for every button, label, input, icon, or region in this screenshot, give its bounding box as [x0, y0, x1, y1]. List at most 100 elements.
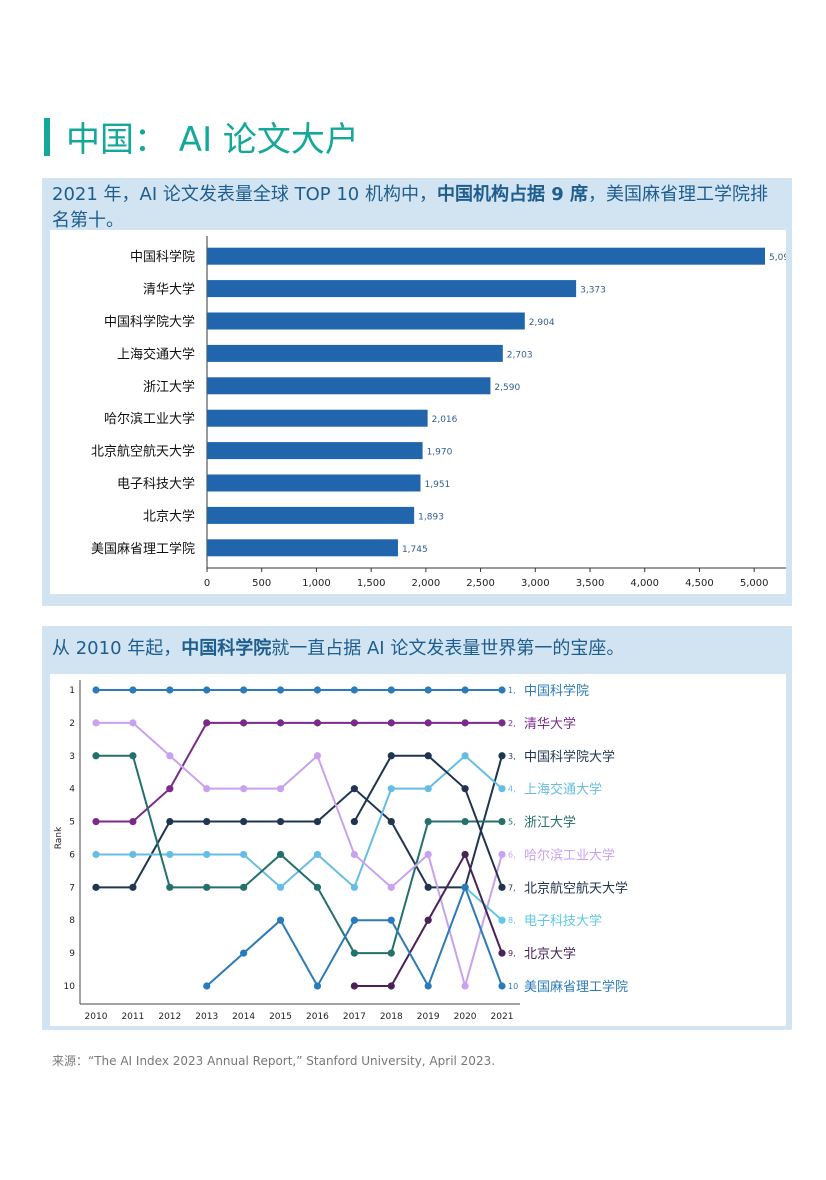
rank-point	[387, 949, 395, 957]
rank-point	[498, 850, 506, 859]
bar-x-tick-label: 3,000	[521, 578, 550, 589]
rank-point	[129, 850, 137, 859]
rank-point	[498, 785, 506, 793]
rank-chart-caption: 从 2010 年起，中国科学院就一直占据 AI 论文发表量世界第一的宝座。	[52, 636, 780, 662]
rank-point	[240, 686, 248, 694]
rank-point	[461, 883, 469, 891]
rank-series: 1, 中国科学院	[92, 683, 589, 699]
caption2-text: 从 2010 年起，	[52, 638, 182, 659]
bar	[207, 409, 428, 427]
bar-chart-panel: 2021 年，AI 论文发表量全球 TOP 10 机构中，中国机构占据 9 席，…	[42, 178, 792, 606]
rank-series: 5, 浙江大学	[92, 752, 576, 957]
title-accent-bar	[44, 118, 50, 156]
rank-point	[461, 719, 469, 727]
rank-chart: Rank 1 2 3 4 5 6 7 8 9 10 2010 2011 2012 2013 2014 2015 2…	[54, 680, 628, 1022]
page-title: 中国： AI 论文大户	[66, 120, 359, 160]
rank-point	[461, 850, 469, 859]
bar-value-label: 2,703	[507, 350, 533, 360]
rank-x-tick-label: 2011	[121, 1012, 144, 1022]
rank-point	[313, 686, 322, 694]
rank-point	[387, 785, 395, 793]
rank-point	[166, 817, 174, 826]
bar-category-label: 北京大学	[143, 508, 195, 524]
rank-point	[498, 752, 506, 760]
rank-point	[424, 752, 432, 760]
rank-end-number: 2,	[508, 719, 516, 728]
rank-point	[461, 785, 469, 793]
rank-series-line	[96, 755, 503, 889]
rank-point	[240, 883, 248, 891]
rank-x-tick-label: 2017	[343, 1012, 366, 1022]
rank-y-axis-title: Rank	[54, 826, 64, 849]
rank-point	[92, 752, 100, 760]
rank-point	[313, 719, 322, 727]
rank-y-tick-label: 2	[69, 719, 75, 729]
rank-point	[350, 817, 358, 826]
rank-point	[240, 719, 248, 727]
rank-x-tick-label: 2016	[306, 1012, 329, 1022]
rank-series-line	[96, 721, 503, 990]
rank-point	[166, 850, 174, 859]
rank-x-tick-label: 2015	[269, 1012, 292, 1022]
bar-category-label: 清华大学	[143, 282, 195, 298]
rank-end-number: 6,	[508, 850, 516, 859]
rank-point	[498, 916, 506, 924]
rank-point	[350, 982, 358, 990]
rank-point	[129, 752, 137, 760]
rank-point	[424, 686, 432, 694]
rank-series-label: 美国麻省理工学院	[524, 979, 628, 995]
rank-point	[498, 982, 506, 990]
bar-x-tick-label: 1,000	[302, 578, 331, 589]
bar-x-tick-label: 4,500	[685, 578, 714, 589]
rank-point	[424, 785, 432, 793]
rank-point	[498, 686, 506, 694]
rank-point	[424, 719, 432, 727]
bar-x-tick-label: 500	[252, 578, 271, 589]
rank-x-tick-label: 2012	[158, 1012, 181, 1022]
rank-point	[350, 785, 358, 793]
rank-point	[424, 850, 432, 859]
bar-value-label: 1,970	[427, 448, 453, 458]
bar-category-label: 上海交通大学	[117, 346, 195, 362]
rank-point	[240, 850, 248, 859]
rank-point	[424, 817, 432, 826]
bar-value-label: 1,951	[425, 480, 451, 490]
bar	[207, 280, 577, 298]
rank-point	[498, 817, 506, 826]
rank-point	[240, 817, 248, 826]
bar-x-tick-label: 0	[204, 578, 210, 589]
rank-point	[203, 817, 211, 826]
rank-x-tick-label: 2019	[417, 1012, 440, 1022]
rank-point	[240, 785, 248, 793]
bar-x-tick-label: 3,500	[576, 578, 605, 589]
rank-point	[313, 752, 322, 760]
rank-end-number: 1,	[508, 686, 516, 695]
rank-point	[276, 916, 285, 924]
rank-y-tick-label: 5	[69, 818, 75, 828]
bar-value-label: 1,745	[402, 545, 428, 555]
rank-series-label: 清华大学	[524, 716, 576, 732]
bar-x-tick-label: 2,000	[412, 578, 441, 589]
bar-value-label: 5,099	[769, 253, 786, 263]
rank-point	[350, 719, 358, 727]
bar-x-tick-label: 1,500	[357, 578, 386, 589]
rank-point	[350, 916, 358, 924]
rank-point	[387, 982, 395, 990]
bar-chart: 中国科学院 5,099 清华大学 3,373 中国科学院大学 2,904 上海交通大学 2,7…	[91, 236, 786, 589]
rank-point	[387, 883, 395, 891]
bar-value-label: 2,590	[494, 383, 520, 393]
rank-point	[240, 949, 248, 957]
bar-category-label: 中国科学院	[130, 249, 195, 265]
rank-x-tick-label: 2018	[380, 1012, 403, 1022]
rank-point	[92, 686, 100, 694]
bar-category-label: 美国麻省理工学院	[91, 541, 195, 557]
rank-point	[92, 883, 100, 891]
rank-point	[350, 850, 358, 859]
rank-point	[203, 982, 211, 990]
rank-end-number: 10	[508, 982, 518, 991]
bar-category-label: 浙江大学	[143, 379, 195, 395]
rank-point	[166, 752, 174, 760]
rank-point	[387, 752, 395, 760]
rank-point	[350, 686, 358, 694]
bar	[207, 377, 491, 395]
